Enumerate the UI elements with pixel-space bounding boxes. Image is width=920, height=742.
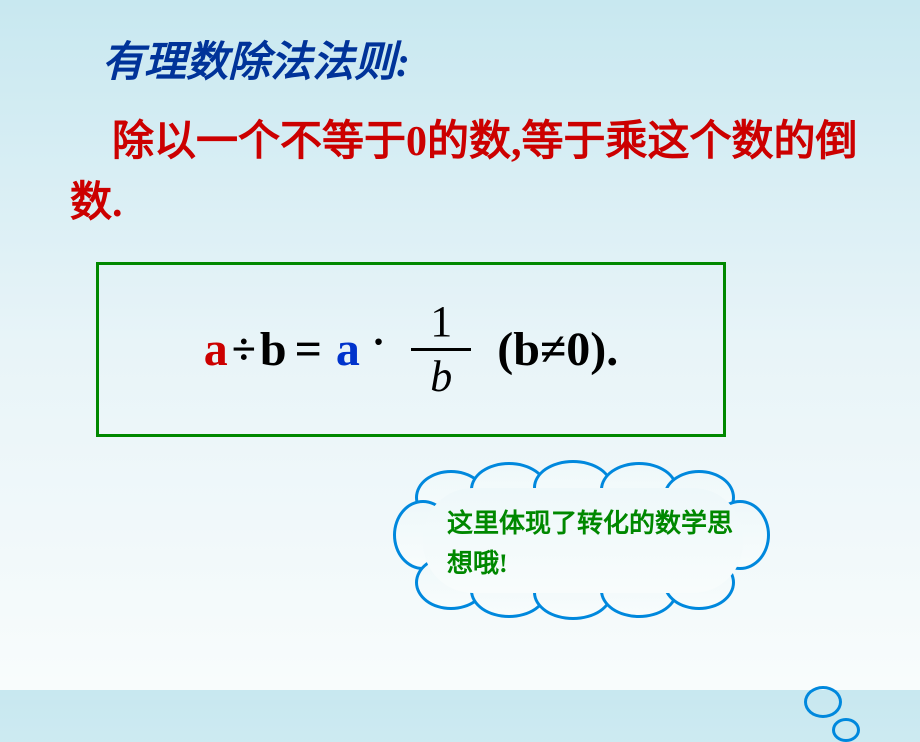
fraction-numerator: 1 bbox=[430, 298, 452, 346]
multiply-dot: · bbox=[372, 318, 385, 365]
equals-sign: = bbox=[295, 322, 322, 377]
variable-a-right: a bbox=[336, 322, 360, 377]
division-sign: ÷ bbox=[232, 324, 256, 375]
division-formula: a ÷ b = a · 1 b (b≠0). bbox=[204, 298, 619, 402]
variable-a-left: a bbox=[204, 322, 228, 377]
page-title: 有理数除法法则: bbox=[102, 28, 410, 89]
cloud-shape: 这里体现了转化的数学思想哦! bbox=[405, 480, 765, 605]
bubble-medium bbox=[804, 686, 842, 718]
formula-container: a ÷ b = a · 1 b (b≠0). bbox=[96, 262, 726, 437]
fraction-bar bbox=[411, 348, 471, 351]
condition: (b≠0). bbox=[497, 322, 618, 377]
fraction-denominator: b bbox=[430, 353, 452, 401]
cloud-text: 这里体现了转化的数学思想哦! bbox=[447, 504, 737, 585]
fraction: 1 b bbox=[411, 298, 471, 402]
variable-b-left: b bbox=[260, 322, 287, 377]
thought-bubble: 这里体现了转化的数学思想哦! bbox=[405, 480, 820, 680]
bubble-small bbox=[832, 718, 860, 742]
rule-description: 除以一个不等于0的数,等于乘这个数的倒数. bbox=[70, 112, 870, 234]
